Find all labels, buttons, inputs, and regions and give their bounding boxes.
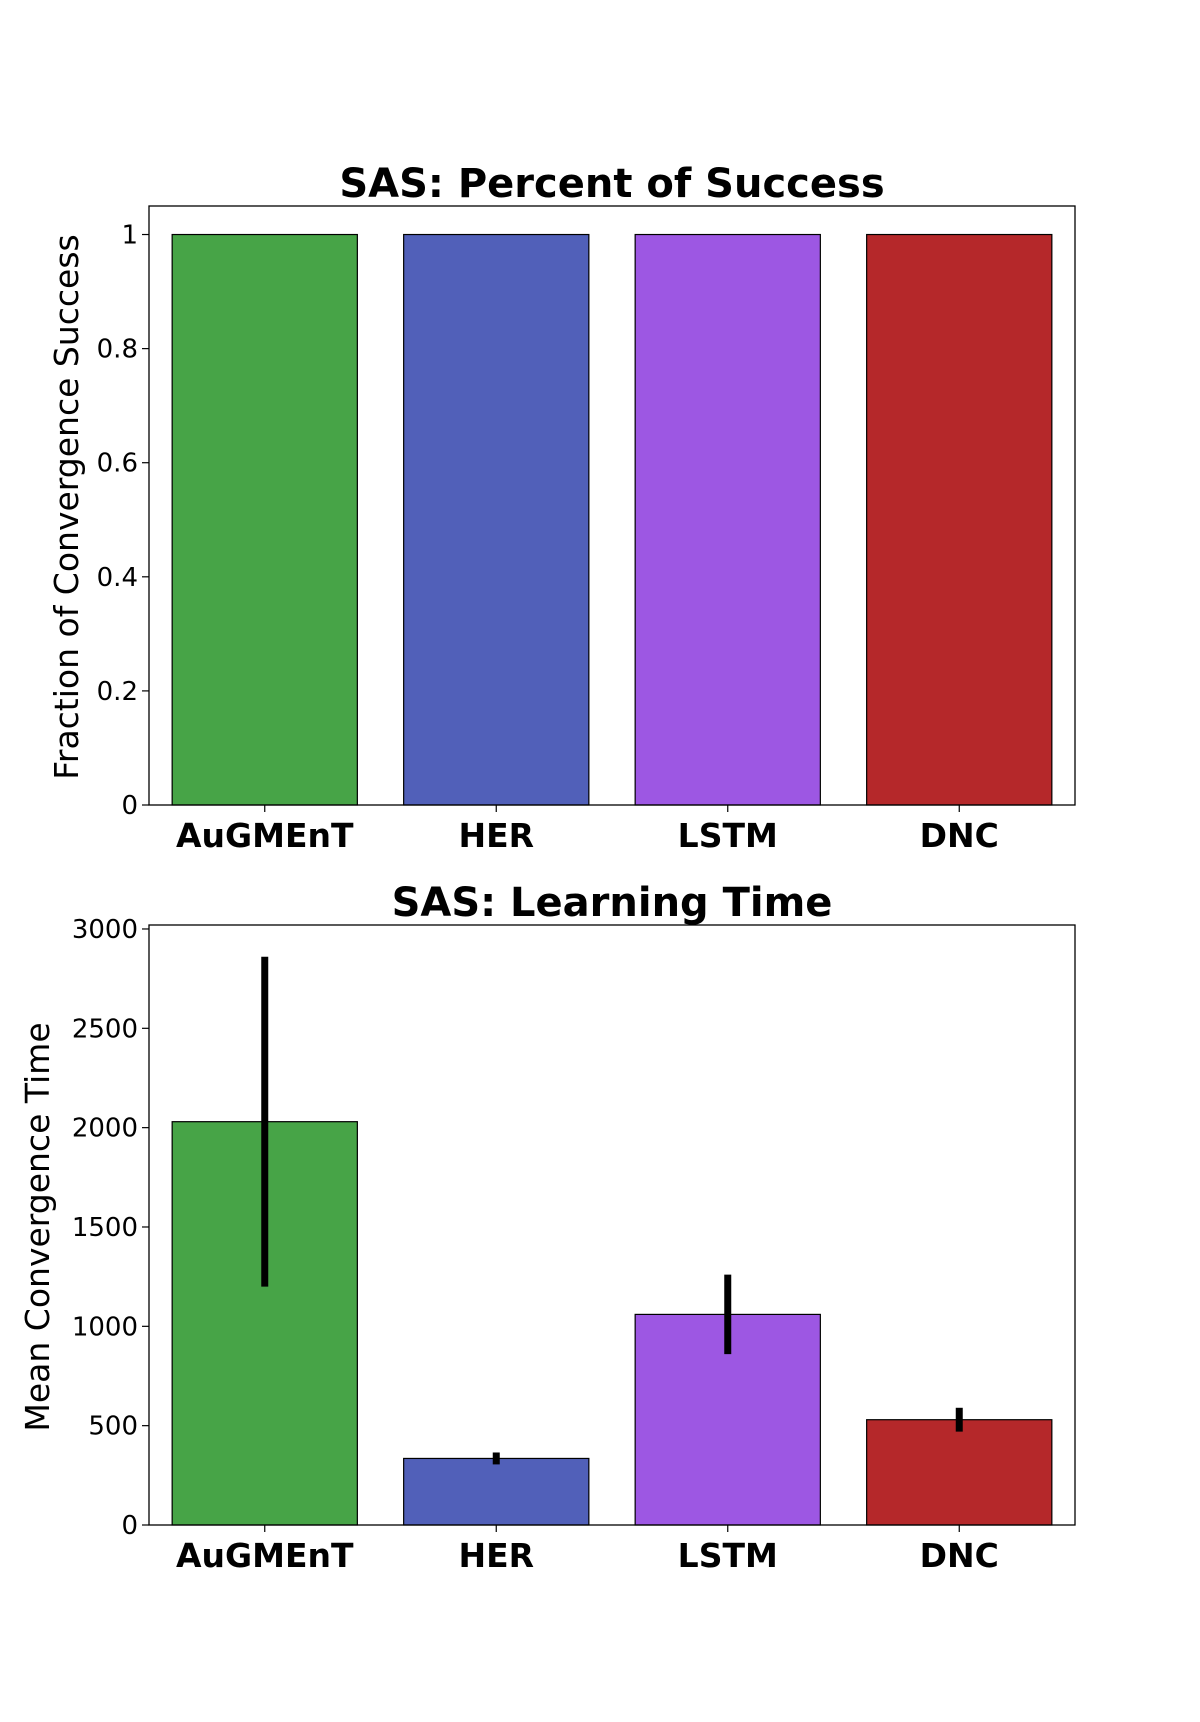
bar-her <box>403 233 590 806</box>
plot-frame <box>148 924 1076 1526</box>
bar-group <box>171 1121 1053 1526</box>
x-tick-label: HER <box>458 1536 534 1575</box>
x-tick-label: DNC <box>920 1536 999 1575</box>
y-tick-label: 0 <box>121 791 138 821</box>
y-tick-label: 0.2 <box>97 677 138 707</box>
chart-title: SAS: Learning Time <box>392 880 833 926</box>
bar-her <box>403 1457 590 1526</box>
y-ticks: 0 500 1000 1500 2000 2500 3000 <box>72 915 149 1541</box>
y-tick-label: 0.8 <box>97 335 138 365</box>
y-tick-label: 2500 <box>72 1014 138 1044</box>
x-tick-label: DNC <box>920 816 999 855</box>
y-tick-label: 1000 <box>72 1312 138 1342</box>
x-tick-label: AuGMEnT <box>176 1536 354 1575</box>
x-tick-label: LSTM <box>678 1536 778 1575</box>
y-tick-label: 1 <box>121 221 138 251</box>
y-tick-label: 0 <box>121 1511 138 1541</box>
y-tick-label: 500 <box>88 1412 138 1442</box>
y-tick-label: 1500 <box>72 1213 138 1243</box>
y-tick-label: 3000 <box>72 915 138 945</box>
x-ticks: AuGMEnT HER LSTM DNC <box>176 805 999 855</box>
y-tick-label: 0.6 <box>97 449 138 479</box>
bar-group <box>171 233 1053 806</box>
y-axis-label: Mean Convergence Time <box>18 1022 57 1431</box>
y-axis-label: Fraction of Convergence Success <box>47 234 86 779</box>
success-chart: SAS: Percent of Success Fraction of Conv… <box>47 161 1076 855</box>
error-bar-group <box>261 956 963 1465</box>
chart-title: SAS: Percent of Success <box>339 161 884 207</box>
x-tick-label: LSTM <box>678 816 778 855</box>
y-tick-label: 2000 <box>72 1114 138 1144</box>
bar-lstm <box>634 233 821 806</box>
plot-frame <box>148 205 1076 806</box>
y-ticks: 0 0.2 0.4 0.6 0.8 1 <box>97 221 149 821</box>
x-tick-label: HER <box>458 816 534 855</box>
bar-augment <box>171 233 358 806</box>
bar-dnc <box>866 1419 1053 1526</box>
learning-time-chart: SAS: Learning Time Mean Convergence Time… <box>18 880 1076 1575</box>
x-tick-label: AuGMEnT <box>176 816 354 855</box>
y-tick-label: 0.4 <box>97 563 138 593</box>
bar-dnc <box>866 233 1053 806</box>
x-ticks: AuGMEnT HER LSTM DNC <box>176 1525 999 1575</box>
